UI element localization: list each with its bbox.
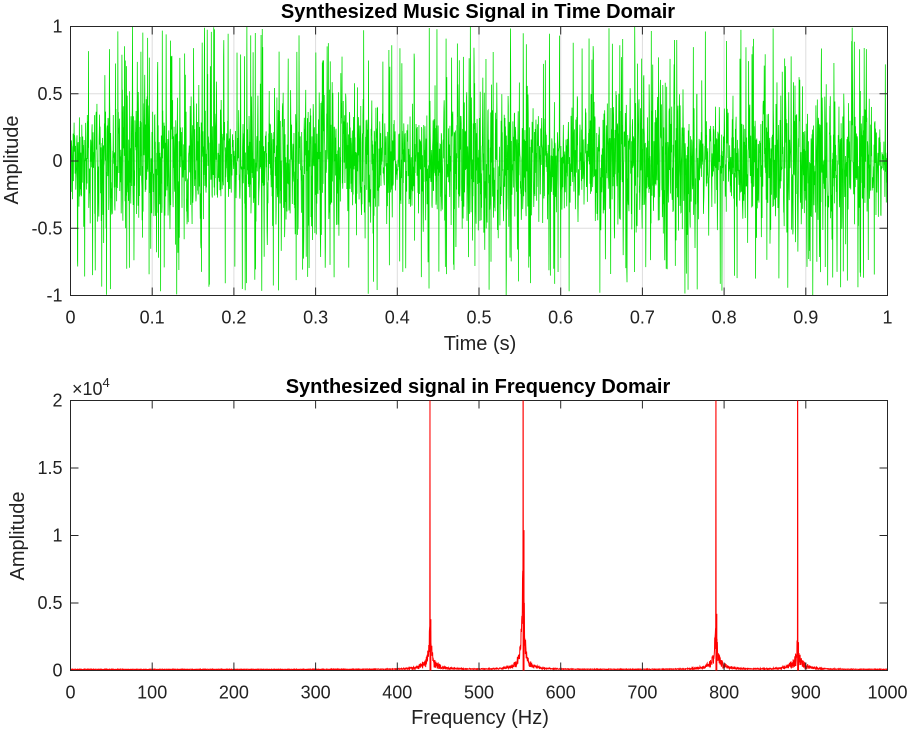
freq-y-tick-label: 1.5 [37,458,62,478]
time-x-tick-label: 0.9 [793,308,818,328]
freq-x-tick-label: 0 [65,683,75,703]
time-domain-ticks: 0 0.1 0.2 0.3 0.4 0.5 0.6 0.7 0.8 0.9 1 1 0.5 0 -0.5 -1 [31,17,892,328]
time-x-tick-label: 0.6 [548,308,573,328]
freq-y-tick-label: 1 [52,526,62,546]
time-x-tick-label: 0.5 [466,308,491,328]
freq-y-tick-label: 0.5 [37,593,62,613]
time-y-tick-label: 0.5 [37,84,62,104]
freq-y-tick-label: 0 [52,661,62,681]
time-x-tick-label: 0.8 [712,308,737,328]
freq-x-tick-label: 400 [382,683,412,703]
time-x-tick-label: 0.2 [221,308,246,328]
freq-x-tick-label: 200 [219,683,249,703]
freq-x-tick-label: 800 [709,683,739,703]
time-domain-signal-line [70,26,888,296]
time-domain-title: Synthesized Music Signal in Time Domair [281,1,675,23]
frequency-domain-ticks: 0 100 200 300 400 500 600 700 800 900 1000 2 1.5 1 0.5… [37,391,907,703]
time-x-tick-label: 0.4 [385,308,410,328]
frequency-domain-axes: 0 100 200 300 400 500 600 700 800 900 1000 2 1.5 1 0.5… [7,375,908,729]
freq-x-tick-label: 300 [301,683,331,703]
freq-x-tick-label: 900 [791,683,821,703]
frequency-domain-spectrum-line [70,400,888,672]
frequency-domain-ylabel: Amplitude [7,492,29,581]
freq-x-tick-label: 100 [137,683,167,703]
time-x-tick-label: 0.7 [630,308,655,328]
frequency-domain-exponent-label: ×104 [72,375,110,399]
time-domain-axes: 0 0.1 0.2 0.3 0.4 0.5 0.6 0.7 0.8 0.9 1 1 0.5 0 -0.5 -1… [1,1,893,355]
time-y-tick-label: -0.5 [31,218,62,238]
time-x-tick-label: 0.1 [140,308,165,328]
time-x-tick-label: 1 [882,308,892,328]
time-y-tick-label: 0 [52,151,62,171]
time-y-tick-label: -1 [46,286,62,306]
frequency-domain-xlabel: Frequency (Hz) [411,707,549,729]
freq-x-tick-label: 1000 [867,683,907,703]
freq-x-tick-label: 700 [627,683,657,703]
freq-x-tick-label: 500 [464,683,494,703]
freq-x-tick-label: 600 [546,683,576,703]
frequency-domain-title: Synthesized signal in Frequency Domair [286,376,671,398]
time-y-tick-label: 1 [52,17,62,37]
time-domain-ylabel: Amplitude [1,116,23,205]
frequency-domain-plot-frame [70,400,888,671]
time-domain-xlabel: Time (s) [444,333,517,355]
time-x-tick-label: 0.3 [303,308,328,328]
freq-y-tick-label: 2 [52,391,62,411]
time-x-tick-label: 0 [65,308,75,328]
